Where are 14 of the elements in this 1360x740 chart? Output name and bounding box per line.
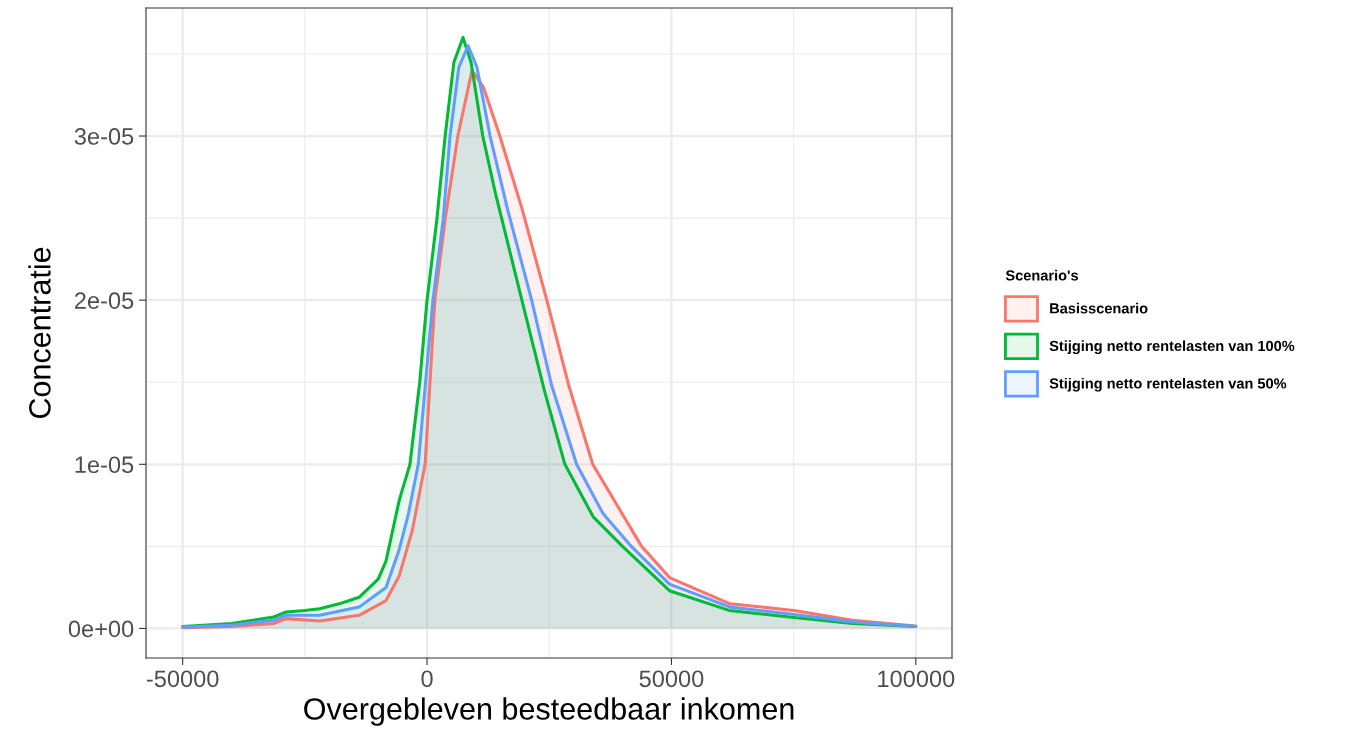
- x-tick-label: 50000: [639, 670, 704, 688]
- y-tick-label: 0e+00: [68, 620, 134, 638]
- x-tick-label: 100000: [878, 670, 955, 688]
- y-axis-title: Concentratie: [28, 247, 51, 419]
- x-tick-label: -50000: [146, 670, 219, 688]
- y-tick-label: 2e-05: [75, 292, 134, 309]
- legend-title: Scenario's: [1005, 269, 1079, 281]
- legend-label: Stijging netto rentelasten van 50%: [1049, 377, 1287, 392]
- legend-label: Stijging netto rentelasten van 100%: [1049, 340, 1295, 355]
- x-axis-title: Overgebleven besteedbaar inkomen: [304, 697, 794, 726]
- legend-label: Basisscenario: [1050, 302, 1148, 314]
- y-tick-label: 3e-05: [74, 128, 134, 145]
- x-tick-label: 0: [421, 670, 433, 688]
- y-tick-label: 1e-05: [75, 456, 134, 474]
